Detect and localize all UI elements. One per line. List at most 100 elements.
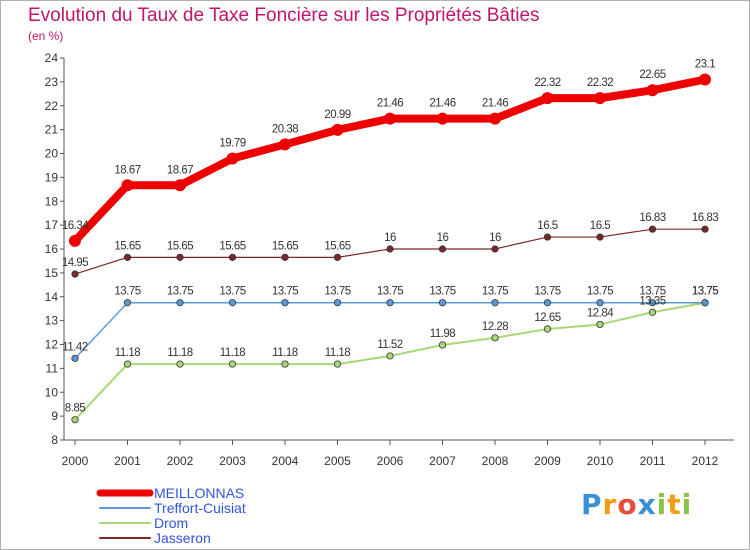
data-label: 15.65 bbox=[324, 240, 350, 252]
x-tick-label: 2000 bbox=[62, 454, 89, 468]
data-label: 11.18 bbox=[220, 347, 246, 359]
data-label: 16.5 bbox=[537, 220, 557, 232]
data-point bbox=[646, 84, 659, 97]
data-label: 16 bbox=[384, 232, 396, 244]
x-tick-label: 2002 bbox=[167, 454, 194, 468]
chart-unit: (en %) bbox=[28, 29, 64, 43]
data-point bbox=[438, 299, 447, 307]
data-label: 15.65 bbox=[114, 240, 140, 252]
logo-letter: i bbox=[656, 488, 668, 521]
data-label: 11.18 bbox=[167, 347, 193, 359]
data-label: 19.79 bbox=[219, 138, 245, 150]
data-label: 11.18 bbox=[325, 347, 351, 359]
y-tick-label: 21 bbox=[45, 123, 59, 137]
x-tick-label: 2008 bbox=[482, 454, 509, 468]
data-point bbox=[491, 245, 499, 253]
data-point bbox=[333, 360, 342, 368]
data-label: 22.32 bbox=[534, 77, 560, 89]
x-tick-label: 2001 bbox=[114, 454, 141, 468]
data-point bbox=[701, 225, 709, 233]
data-label: 16.83 bbox=[692, 212, 718, 224]
data-label: 13.75 bbox=[114, 286, 140, 298]
data-label: 13.75 bbox=[429, 286, 455, 298]
data-label: 22.32 bbox=[587, 77, 613, 89]
data-point bbox=[386, 352, 394, 360]
x-tick-label: 2012 bbox=[692, 454, 719, 468]
y-tick-label: 17 bbox=[45, 218, 59, 232]
data-label: 13.75 bbox=[324, 286, 350, 298]
data-point bbox=[541, 92, 554, 105]
data-point bbox=[123, 360, 132, 368]
data-label: 16.5 bbox=[590, 220, 610, 232]
data-point bbox=[279, 138, 291, 151]
data-point bbox=[228, 299, 237, 307]
data-label: 20.99 bbox=[324, 109, 350, 121]
data-label: 16 bbox=[489, 232, 501, 244]
logo-letter: t bbox=[667, 488, 682, 521]
data-point bbox=[69, 234, 81, 247]
data-point bbox=[543, 325, 552, 333]
proxiti-logo: Proxiti bbox=[581, 488, 692, 521]
data-label: 14.95 bbox=[62, 257, 88, 269]
x-tick-label: 2003 bbox=[219, 454, 246, 468]
y-tick-label: 24 bbox=[45, 51, 59, 65]
data-point bbox=[228, 360, 237, 368]
data-label: 16.83 bbox=[639, 212, 665, 224]
data-label: 13.75 bbox=[167, 286, 193, 298]
data-point bbox=[71, 416, 79, 424]
legend-label: Drom bbox=[154, 515, 188, 531]
y-tick-label: 20 bbox=[45, 147, 59, 161]
data-point bbox=[491, 334, 499, 342]
data-label: 20.38 bbox=[272, 123, 298, 135]
x-tick-label: 2006 bbox=[377, 454, 404, 468]
y-tick-label: 15 bbox=[45, 266, 59, 280]
y-tick-label: 12 bbox=[45, 338, 59, 352]
data-label: 15.65 bbox=[272, 240, 298, 252]
data-point bbox=[281, 253, 289, 261]
data-label: 11.98 bbox=[430, 328, 456, 340]
legend-label: Treffort-Cuisiat bbox=[154, 500, 246, 516]
data-label: 13.75 bbox=[639, 286, 665, 298]
data-point bbox=[648, 225, 657, 233]
data-point bbox=[176, 253, 184, 261]
data-point bbox=[489, 112, 501, 125]
data-point bbox=[226, 152, 239, 165]
y-tick-label: 13 bbox=[45, 314, 59, 328]
data-label: 16.34 bbox=[62, 220, 89, 232]
x-tick-label: 2010 bbox=[587, 454, 614, 468]
data-label: 11.42 bbox=[62, 341, 88, 353]
data-point bbox=[491, 299, 499, 307]
data-label: 13.75 bbox=[692, 286, 718, 298]
data-label: 23.1 bbox=[695, 58, 715, 70]
data-point bbox=[701, 299, 709, 307]
data-label: 15.65 bbox=[219, 240, 245, 252]
y-tick-label: 16 bbox=[45, 242, 59, 256]
data-label: 12.84 bbox=[587, 307, 614, 319]
data-label: 13.75 bbox=[587, 286, 613, 298]
y-tick-label: 11 bbox=[46, 361, 59, 375]
data-point bbox=[71, 354, 79, 362]
data-point bbox=[71, 270, 79, 278]
y-tick-label: 8 bbox=[51, 433, 58, 447]
data-point bbox=[438, 245, 447, 253]
chart-title: Evolution du Taux de Taxe Foncière sur l… bbox=[28, 5, 540, 26]
data-label: 12.65 bbox=[534, 312, 560, 324]
data-point bbox=[123, 299, 132, 307]
x-tick-label: 2011 bbox=[640, 454, 666, 468]
data-label: 21.46 bbox=[482, 98, 508, 110]
y-tick-label: 22 bbox=[45, 99, 59, 113]
data-point bbox=[121, 179, 134, 192]
data-label: 15.65 bbox=[167, 240, 193, 252]
data-label: 18.67 bbox=[167, 164, 193, 176]
data-label: 21.46 bbox=[429, 98, 455, 110]
data-label: 18.67 bbox=[114, 164, 140, 176]
data-point bbox=[176, 299, 184, 307]
series-line-Drom bbox=[74, 301, 706, 421]
data-label: 13.75 bbox=[692, 286, 718, 298]
data-label: 11.52 bbox=[377, 339, 403, 351]
data-point bbox=[596, 233, 604, 241]
y-tick-label: 18 bbox=[45, 194, 59, 208]
data-point bbox=[699, 73, 711, 86]
data-point bbox=[596, 320, 604, 329]
data-point bbox=[386, 245, 394, 253]
